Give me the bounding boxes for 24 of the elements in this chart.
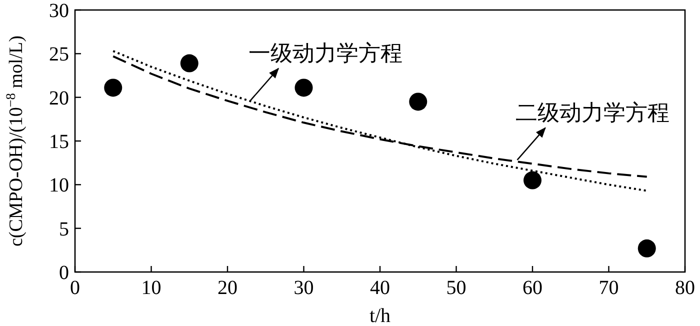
x-axis-title: t/h xyxy=(369,305,391,326)
annotation: 一级动力学方程 xyxy=(248,40,402,66)
x-tick-label: 30 xyxy=(294,277,314,299)
y-tick-label: 0 xyxy=(59,262,69,284)
annotation: 二级动力学方程 xyxy=(515,100,670,125)
x-tick-label: 20 xyxy=(218,277,238,299)
x-tick-label: 40 xyxy=(370,277,390,299)
y-tick-label: 15 xyxy=(49,131,69,153)
x-tick-label: 10 xyxy=(141,277,162,299)
y-tick-label: 25 xyxy=(49,44,69,66)
x-tick-label: 60 xyxy=(522,277,542,299)
y-tick-label: 20 xyxy=(49,87,69,110)
x-tick-label: 50 xyxy=(446,277,466,299)
point xyxy=(524,171,542,190)
point xyxy=(104,78,122,97)
point xyxy=(409,92,428,111)
point xyxy=(180,54,198,72)
x-tick-label: 70 xyxy=(598,277,619,299)
y-tick-label: 5 xyxy=(59,218,69,240)
point xyxy=(294,78,313,97)
x-tick-label: 80 xyxy=(675,277,695,299)
y-tick-label: 30 xyxy=(49,0,69,22)
y-tick-label: 10 xyxy=(49,174,69,197)
point xyxy=(638,239,656,258)
